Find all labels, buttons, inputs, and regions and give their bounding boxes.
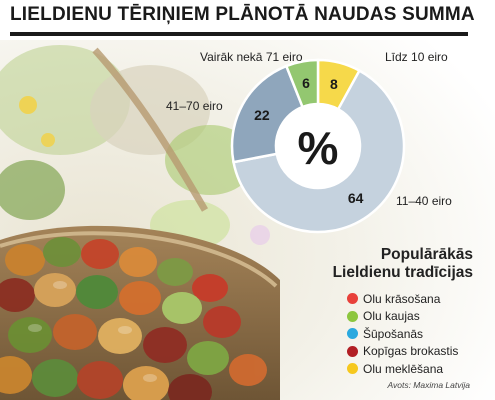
tradition-item: Olu krāsošana	[303, 290, 473, 308]
tradition-item: Olu meklēšana	[303, 360, 473, 378]
tradition-dot-icon	[347, 363, 358, 375]
percent-symbol: %	[298, 122, 339, 174]
donut-hole	[276, 104, 360, 188]
tradition-dot-icon	[347, 328, 358, 340]
tradition-dot-icon	[347, 345, 358, 357]
donut-value-label: 8	[330, 76, 338, 92]
tradition-label: Šūpošanās	[363, 326, 424, 341]
tradition-label: Olu kaujas	[363, 309, 420, 324]
tradition-label: Kopīgas brokastis	[363, 344, 459, 359]
slice-label-41-70: 41–70 eiro	[166, 99, 223, 113]
tradition-dot-icon	[347, 293, 358, 305]
traditions-panel: Populārākās Lieldienu tradīcijas Olu krā…	[303, 246, 473, 378]
page-title: LIELDIENU TĒRIŅIEM PLĀNOTĀ NAUDAS SUMMA	[10, 4, 475, 25]
slice-label-over-71: Vairāk nekā 71 eiro	[200, 50, 303, 64]
donut-value-label: 64	[348, 190, 364, 206]
slice-label-up-to-10: Līdz 10 eiro	[385, 50, 448, 64]
traditions-list: Olu krāsošana Olu kaujas Šūpošanās Kopīg…	[303, 290, 473, 378]
tradition-item: Kopīgas brokastis	[303, 343, 473, 361]
donut-value-label: 6	[302, 75, 310, 91]
slice-label-11-40: 11–40 eiro	[396, 194, 452, 208]
traditions-title-line1: Populārākās	[380, 246, 473, 263]
tradition-dot-icon	[347, 310, 358, 322]
tradition-item: Olu kaujas	[303, 308, 473, 326]
title-divider	[10, 32, 468, 36]
traditions-title-line2: Lieldienu tradīcijas	[332, 264, 473, 281]
tradition-label: Olu krāsošana	[363, 291, 441, 306]
tradition-item: Šūpošanās	[303, 325, 473, 343]
source-note: Avots: Maxima Latvija	[387, 380, 470, 390]
tradition-label: Olu meklēšana	[363, 361, 444, 376]
donut-value-label: 22	[254, 107, 270, 123]
